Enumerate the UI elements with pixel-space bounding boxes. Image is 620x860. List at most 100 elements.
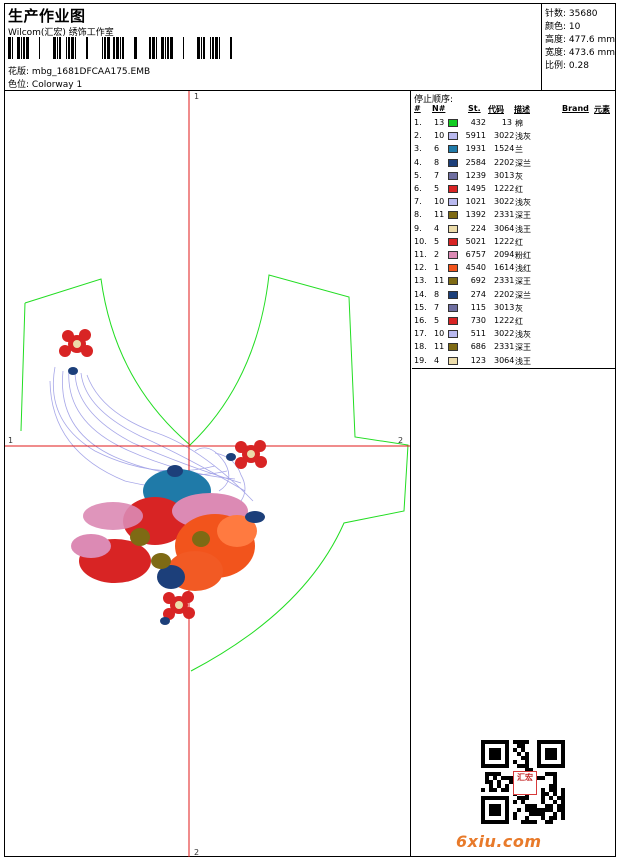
- row-code: 3064: [494, 355, 515, 365]
- row-stitches: 686: [470, 342, 486, 352]
- row-desc: 浅灰: [515, 198, 531, 208]
- row-needle: 7: [434, 302, 440, 312]
- stop-sequence-panel: 停止顺序: # N# St. 代码 描述 Brand 元素 1. 13 432 13 棉…: [412, 91, 615, 369]
- color-swatch: [448, 185, 458, 193]
- page-title: 生产作业图: [8, 7, 86, 25]
- row-stitches: 4540: [465, 263, 486, 273]
- row-stitches: 1495: [465, 184, 486, 193]
- row-code: 3022: [494, 131, 515, 141]
- spec-height: 高度: 477.6 mm: [545, 35, 616, 45]
- col-header-index: #: [414, 104, 421, 113]
- row-code: 3064: [494, 223, 515, 233]
- row-desc: 浅灰: [515, 330, 531, 340]
- pattern-name: 花版: mbg_1681DFCAA175.EMB: [8, 64, 150, 77]
- col-header-desc: 描述: [514, 105, 530, 114]
- row-stitches: 2584: [465, 157, 486, 167]
- row-needle: 7: [434, 170, 440, 180]
- row-stitches: 511: [470, 329, 486, 339]
- row-needle: 11: [434, 342, 445, 352]
- axis-label-bottom: 2: [194, 848, 199, 857]
- row-needle: 2: [434, 250, 440, 259]
- color-swatch: [448, 211, 458, 220]
- qr-code: [481, 740, 565, 824]
- col-header-element: 元素: [594, 105, 610, 114]
- embroidery-preview: 1 1 2 2: [5, 91, 410, 857]
- color-swatch: [448, 171, 458, 180]
- color-swatch: [448, 277, 458, 286]
- color-swatch: [448, 132, 458, 141]
- row-desc: 深王: [515, 343, 531, 353]
- row-code: 2331: [494, 276, 515, 286]
- stop-row: 9. 4 224 3064 浅王: [412, 223, 615, 236]
- col-header-code: 代码: [488, 105, 504, 114]
- row-index: 10.: [414, 236, 427, 246]
- col-header-brand: Brand: [562, 104, 589, 113]
- row-needle: 10: [434, 197, 445, 207]
- stop-row: 4. 8 2584 2202 深兰: [412, 157, 615, 170]
- production-sheet: 生产作业图 Wilcom(汇宏) 绣饰工作室 花版: mbg_1681DFCAA…: [4, 3, 616, 857]
- row-index: 1.: [414, 118, 422, 127]
- barcode: [8, 37, 232, 59]
- row-index: 8.: [414, 210, 422, 220]
- row-code: 1222: [494, 316, 515, 325]
- row-index: 9.: [414, 223, 422, 233]
- stop-row: 12. 1 4540 1614 浅红: [412, 262, 615, 275]
- row-code: 2202: [494, 157, 515, 167]
- design-canvas: 1 1 2 2: [5, 91, 411, 857]
- row-needle: 5: [434, 236, 440, 246]
- spec-panel: 针数: 35680 颜色: 10 高度: 477.6 mm 宽度: 473.6 …: [541, 4, 616, 90]
- axis-label-left: 1: [8, 436, 13, 445]
- row-needle: 10: [434, 329, 445, 339]
- watermark-logo: 6xiu.com: [456, 832, 542, 851]
- color-swatch: [448, 145, 458, 154]
- row-stitches: 1021: [465, 197, 486, 207]
- color-swatch: [448, 224, 458, 233]
- row-needle: 8: [434, 289, 440, 299]
- stop-row: 10. 5 5021 1222 红: [412, 236, 615, 249]
- row-code: 2094: [494, 250, 515, 259]
- header-divider: [5, 90, 615, 91]
- row-needle: 5: [434, 316, 440, 325]
- stop-row: 8. 11 1392 2331 深王: [412, 209, 615, 222]
- color-swatch: [448, 158, 458, 167]
- row-desc: 深王: [515, 277, 531, 287]
- row-needle: 10: [434, 131, 445, 141]
- colorway-label: 色位:: [8, 80, 30, 90]
- colorway-value: Colorway 1: [31, 80, 83, 90]
- row-stitches: 123: [470, 355, 486, 365]
- row-index: 12.: [414, 263, 427, 273]
- row-desc: 深王: [515, 211, 531, 221]
- row-stitches: 274: [470, 289, 486, 299]
- row-desc: 棉: [515, 119, 523, 128]
- pattern-label: 花版:: [8, 67, 30, 77]
- row-stitches: 692: [470, 276, 486, 286]
- row-index: 7.: [414, 197, 422, 207]
- stop-row: 11. 2 6757 2094 粉红: [412, 249, 615, 262]
- row-code: 2202: [494, 289, 515, 299]
- pattern-value: mbg_1681DFCAA175.EMB: [31, 67, 151, 77]
- color-swatch: [448, 303, 458, 312]
- stop-sequence-title: 停止顺序:: [414, 95, 454, 105]
- axis-label-right: 2: [398, 436, 403, 445]
- row-code: 1524: [494, 144, 515, 154]
- color-swatch: [448, 264, 458, 273]
- row-desc: 粉红: [515, 251, 531, 260]
- garment-outline: [24, 274, 409, 672]
- small-flower-right: [226, 440, 267, 469]
- color-swatch: [448, 251, 458, 259]
- line-art: [49, 366, 254, 502]
- row-desc: 兰: [515, 145, 523, 155]
- row-index: 16.: [414, 316, 427, 325]
- row-code: 2331: [494, 342, 515, 352]
- row-desc: 深兰: [515, 290, 531, 300]
- row-desc: 灰: [515, 303, 523, 313]
- col-header-needle: N#: [432, 104, 446, 113]
- col-header-stitches: St.: [468, 104, 481, 113]
- row-code: 1222: [494, 236, 515, 246]
- row-needle: 11: [434, 276, 445, 286]
- row-stitches: 1392: [465, 210, 486, 220]
- row-desc: 浅王: [515, 356, 531, 366]
- stop-row: 6. 5 1495 1222 红: [412, 183, 615, 196]
- row-index: 17.: [414, 329, 427, 339]
- garment-outline-left: [20, 302, 26, 432]
